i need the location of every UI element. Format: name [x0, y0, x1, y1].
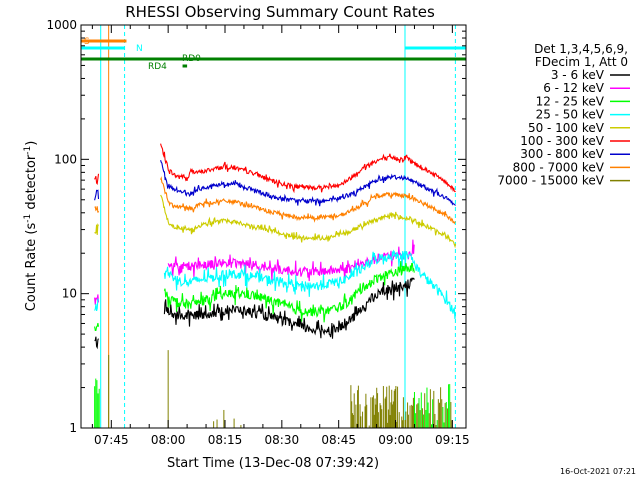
annotation-layer: S N RD0 RD4	[84, 37, 201, 72]
x-axis: 07:45 08:00 08:15 08:30 08:45 09:00 09:15	[91, 25, 470, 447]
x-axis-label: Start Time (13-Dec-08 07:39:42)	[167, 456, 379, 471]
series-early-7	[94, 336, 99, 350]
footer-date: 16-Oct-2021 07:21	[560, 467, 636, 476]
legend-label: 3 - 6 keV	[551, 68, 605, 82]
legend-label: 800 - 7000 keV	[513, 160, 605, 174]
annotation-rd0: RD0	[182, 54, 201, 64]
series-early-2	[94, 206, 100, 213]
flag-layer	[81, 25, 466, 428]
annotation-s: S	[84, 37, 90, 47]
y-axis-label: Count Rate (s-1 detector-1)	[23, 141, 39, 312]
series-early-6	[94, 322, 100, 332]
legend-label: 100 - 300 keV	[520, 134, 604, 148]
series-early-1	[94, 189, 100, 201]
y-axis: 1 10 100 1000	[46, 18, 466, 435]
series-line-6-12keV	[167, 239, 415, 282]
x-tick-label: 09:15	[435, 433, 470, 447]
series-line-25-50keV	[163, 249, 457, 320]
series-line-3-6keV	[163, 277, 415, 339]
series-line-800-7000keV	[160, 176, 456, 225]
legend-label: 25 - 50 keV	[536, 108, 605, 122]
x-tick-label: 07:45	[94, 433, 129, 447]
series-line-100-300keV	[160, 143, 456, 194]
x-tick-label: 09:00	[378, 433, 413, 447]
legend-header-2: FDecim 1, Att 0	[535, 55, 628, 69]
x-tick-label: 08:00	[151, 433, 186, 447]
legend-label: 50 - 100 keV	[528, 121, 605, 135]
series-early-3	[94, 223, 99, 235]
x-tick-label: 08:15	[208, 433, 243, 447]
y-tick-label: 1	[69, 421, 77, 435]
y-tick-label: 10	[62, 287, 77, 301]
series-line-300-800keV	[160, 160, 456, 207]
series-early-0	[94, 173, 100, 185]
chart-title: RHESSI Observing Summary Count Rates	[125, 3, 435, 21]
legend-label: 7000 - 15000 keV	[497, 174, 604, 188]
legend-label: 12 - 25 keV	[536, 94, 605, 108]
plot-area	[81, 25, 466, 428]
legend-label: 6 - 12 keV	[543, 81, 605, 95]
plot-frame	[80, 24, 467, 429]
annotation-n: N	[136, 44, 143, 54]
y-tick-label: 100	[54, 152, 77, 166]
series-line-50-100keV	[160, 194, 457, 249]
x-tick-label: 08:30	[265, 433, 300, 447]
series-early-5	[94, 297, 99, 312]
legend-header-1: Det 1,3,4,5,6,9,	[534, 42, 628, 56]
series-line-12-25keV	[163, 261, 415, 323]
y-tick-label: 1000	[46, 18, 77, 32]
x-tick-label: 08:45	[321, 433, 356, 447]
legend: Det 1,3,4,5,6,9, FDecim 1, Att 0 3 - 6 k…	[497, 42, 630, 188]
legend-label: 300 - 800 keV	[520, 147, 604, 161]
annotation-rd4: RD4	[148, 62, 167, 72]
